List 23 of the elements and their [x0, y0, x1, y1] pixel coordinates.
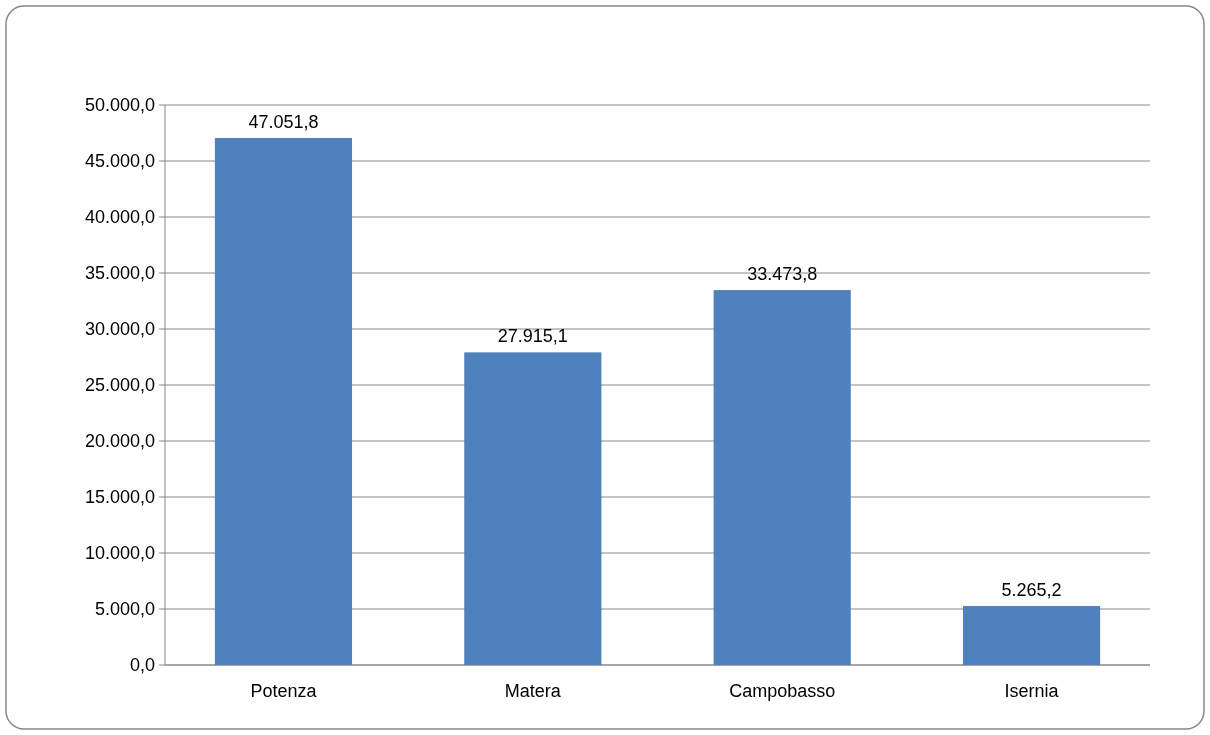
x-tick-label: Matera: [504, 681, 562, 701]
x-tick-label: Isernia: [1004, 681, 1060, 701]
y-tick-label: 25.000,0: [84, 375, 155, 396]
x-tick-label: Potenza: [250, 681, 318, 701]
bar: [962, 606, 1101, 665]
data-label: 5.265,2: [1001, 580, 1062, 601]
y-tick-label: 0,0: [129, 655, 155, 676]
bar: [214, 138, 353, 665]
bar: [464, 352, 602, 665]
data-label: 27.915,1: [497, 326, 568, 347]
y-tick-label: 15.000,0: [84, 487, 155, 508]
y-tick-label: 10.000,0: [84, 543, 155, 564]
y-tick-label: 30.000,0: [84, 319, 155, 340]
y-tick-label: 45.000,0: [84, 151, 155, 172]
y-tick-label: 50.000,0: [84, 95, 155, 116]
data-label: 33.473,8: [747, 264, 818, 285]
data-label: 47.051,8: [248, 112, 319, 133]
y-tick-label: 35.000,0: [84, 263, 155, 284]
y-tick-label: 5.000,0: [94, 599, 155, 620]
x-tick-label: Campobasso: [729, 681, 836, 701]
bar: [713, 290, 851, 665]
y-tick-label: 20.000,0: [84, 431, 155, 452]
y-tick-label: 40.000,0: [84, 207, 155, 228]
